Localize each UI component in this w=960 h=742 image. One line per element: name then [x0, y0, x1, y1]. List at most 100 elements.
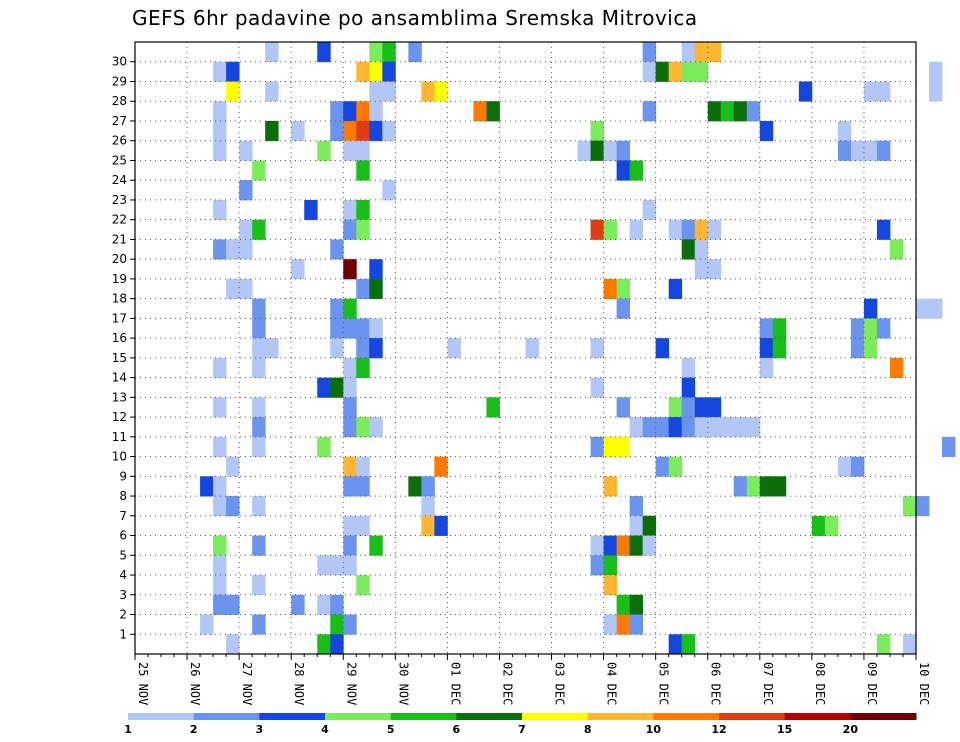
heat-cell	[252, 160, 266, 181]
heat-cell	[226, 594, 240, 615]
heat-cell	[824, 515, 839, 536]
heat-cell	[655, 61, 670, 82]
heat-cell	[837, 140, 852, 161]
colorbar-label: 10	[646, 723, 662, 736]
x-tick-label: 10 DEC	[917, 662, 931, 705]
heat-cell	[343, 259, 357, 280]
y-tick-label: 21	[112, 232, 127, 246]
heat-cell	[369, 259, 383, 280]
heat-cell	[382, 42, 396, 63]
heat-cell	[694, 61, 709, 82]
heat-cell	[434, 515, 448, 536]
heat-cell	[343, 397, 357, 418]
heat-cell	[707, 397, 722, 418]
heat-cell	[577, 140, 591, 161]
heat-cell	[369, 120, 383, 142]
heat-cell	[434, 456, 448, 477]
y-tick-label: 14	[112, 371, 127, 385]
heat-cell	[603, 278, 618, 300]
heat-cell	[668, 397, 683, 418]
heat-cell	[694, 417, 709, 438]
heat-cell	[330, 318, 344, 339]
y-tick-label: 7	[119, 509, 127, 523]
heat-cell	[369, 61, 383, 82]
heat-cell	[226, 81, 240, 102]
heat-cell	[772, 318, 787, 339]
colorbar-swatch	[325, 713, 392, 720]
heat-cell	[811, 515, 826, 536]
heat-cell	[629, 496, 644, 517]
heat-cell	[421, 515, 435, 536]
heat-cell	[916, 496, 930, 517]
heat-cell	[668, 278, 683, 300]
colorbar-swatch	[259, 713, 326, 720]
heat-cell	[356, 476, 370, 497]
heat-cell	[421, 81, 435, 102]
heat-cell	[343, 476, 357, 497]
heat-cell	[226, 456, 240, 477]
heat-cell	[239, 140, 253, 161]
heat-cell	[213, 397, 227, 418]
heat-cell	[291, 259, 305, 280]
x-tick-label: 06 DEC	[709, 662, 723, 705]
heat-cell	[746, 417, 761, 438]
heat-cell	[655, 456, 670, 477]
heat-cell	[369, 81, 383, 102]
heat-cell	[929, 81, 943, 102]
colorbar-label: 7	[518, 723, 526, 736]
heat-cell	[252, 357, 266, 379]
x-tick-label: 29 NOV	[344, 662, 358, 705]
heat-cell	[486, 101, 500, 122]
heat-cell	[616, 614, 631, 635]
heat-cell	[382, 180, 396, 201]
heat-cell	[616, 140, 631, 161]
heat-cell	[668, 61, 683, 82]
heat-cell	[525, 338, 539, 359]
heat-cell	[213, 575, 227, 596]
heat-cell	[330, 101, 344, 122]
heat-cell	[330, 120, 344, 142]
colorbar-label: 1	[124, 723, 132, 736]
y-tick-label: 24	[112, 173, 127, 187]
heat-cell	[343, 199, 357, 221]
chart-title: GEFS 6hr padavine po ansamblima Sremska …	[132, 6, 698, 30]
y-tick-label: 20	[112, 252, 127, 266]
heat-cell	[356, 456, 370, 477]
heat-cell	[733, 476, 748, 497]
heat-cell	[356, 417, 370, 438]
colorbar-swatch	[456, 713, 523, 720]
heat-cell	[343, 140, 357, 161]
colorbar-swatch	[522, 713, 589, 720]
heat-cell	[343, 377, 357, 398]
heat-cell	[213, 555, 227, 576]
heat-cell	[343, 417, 357, 438]
y-tick-label: 8	[119, 489, 127, 503]
heat-cell	[382, 61, 396, 82]
heat-cell	[369, 318, 383, 339]
heat-cell	[226, 634, 240, 655]
heat-cell	[356, 278, 370, 300]
heat-cell	[603, 614, 618, 635]
heat-cell	[629, 614, 644, 635]
colorbar-swatch	[390, 713, 457, 720]
heat-cell	[421, 496, 435, 517]
heat-cell	[746, 476, 761, 497]
x-tick-label: 01 DEC	[448, 662, 462, 705]
heat-cell	[356, 219, 370, 240]
y-tick-label: 23	[112, 193, 127, 207]
heat-cell	[369, 417, 383, 438]
heat-cell	[759, 318, 774, 339]
heat-cell	[616, 535, 631, 556]
heat-cell	[694, 397, 709, 418]
heatmap-cells	[200, 42, 956, 655]
x-tick-label: 25 NOV	[136, 662, 150, 705]
heat-cell	[681, 417, 696, 438]
heat-cell	[902, 634, 917, 655]
heat-cell	[668, 219, 683, 240]
heat-cell	[213, 594, 227, 615]
colorbar-swatch	[719, 713, 786, 720]
colorbar-label: 6	[453, 723, 461, 736]
y-tick-label: 4	[119, 568, 127, 582]
heat-cell	[603, 555, 618, 576]
heat-cell	[929, 61, 943, 82]
